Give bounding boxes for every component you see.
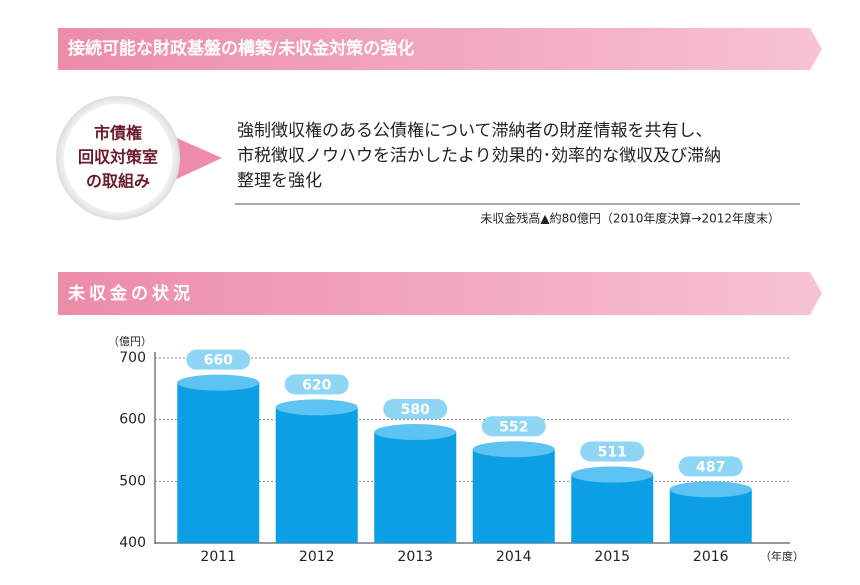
bar-top bbox=[571, 466, 654, 483]
y-tick-label: 400 bbox=[119, 535, 146, 551]
value-label: 660 bbox=[204, 353, 233, 369]
x-tick-label: 2015 bbox=[594, 549, 630, 565]
x-unit: （年度） bbox=[760, 549, 804, 563]
bar bbox=[374, 432, 457, 543]
body-text: 整理を強化 bbox=[237, 171, 322, 191]
header-bar bbox=[58, 28, 822, 70]
value-label-bg bbox=[481, 416, 546, 437]
bar bbox=[472, 449, 555, 543]
y-tick-label: 500 bbox=[119, 473, 146, 489]
x-tick-label: 2012 bbox=[299, 549, 335, 565]
bar-top bbox=[374, 424, 457, 440]
value-label: 620 bbox=[302, 377, 331, 393]
bar bbox=[669, 489, 752, 543]
bar bbox=[275, 407, 358, 543]
body-text: 強制徴収権のある公債権について滞納者の財産情報を共有し、 bbox=[237, 121, 713, 141]
value-label-bg bbox=[284, 374, 349, 395]
value-label: 552 bbox=[499, 419, 528, 435]
badge-line: 市債権 bbox=[94, 124, 142, 143]
chart-title: 未収金の状況 bbox=[67, 283, 194, 304]
bar-top bbox=[177, 374, 260, 391]
body-text: 市税徴収ノウハウを活かしたより効果的･効率的な徴収及び滞納 bbox=[237, 146, 721, 166]
x-tick-label: 2011 bbox=[200, 549, 236, 565]
note: 未収金残高▲約80億円（2010年度決算→2012年度末） bbox=[480, 211, 780, 226]
value-label: 580 bbox=[401, 402, 430, 418]
y-tick-label: 700 bbox=[119, 350, 146, 366]
value-label-bg bbox=[678, 456, 743, 477]
y-tick-label: 600 bbox=[119, 412, 146, 428]
badge bbox=[64, 104, 172, 212]
bar-top bbox=[472, 441, 555, 458]
y-unit: （億円） bbox=[108, 335, 152, 348]
value-label: 511 bbox=[598, 445, 627, 461]
bar-top bbox=[669, 481, 752, 498]
badge-line: の取組み bbox=[86, 172, 150, 191]
badge-line: 回収対策室 bbox=[78, 148, 158, 167]
bar bbox=[177, 382, 260, 543]
value-label-bg bbox=[186, 349, 251, 370]
x-tick-label: 2013 bbox=[397, 549, 433, 565]
bar-top bbox=[275, 399, 358, 416]
bar bbox=[571, 474, 654, 543]
x-tick-label: 2014 bbox=[496, 549, 532, 565]
header-title: 接続可能な財政基盤の構築/未収金対策の強化 bbox=[68, 38, 414, 59]
value-label: 487 bbox=[696, 459, 725, 475]
value-label-bg bbox=[383, 399, 448, 419]
header-bar bbox=[58, 272, 822, 315]
value-label-bg bbox=[580, 441, 645, 462]
x-tick-label: 2016 bbox=[693, 549, 729, 565]
pointer bbox=[170, 135, 222, 182]
